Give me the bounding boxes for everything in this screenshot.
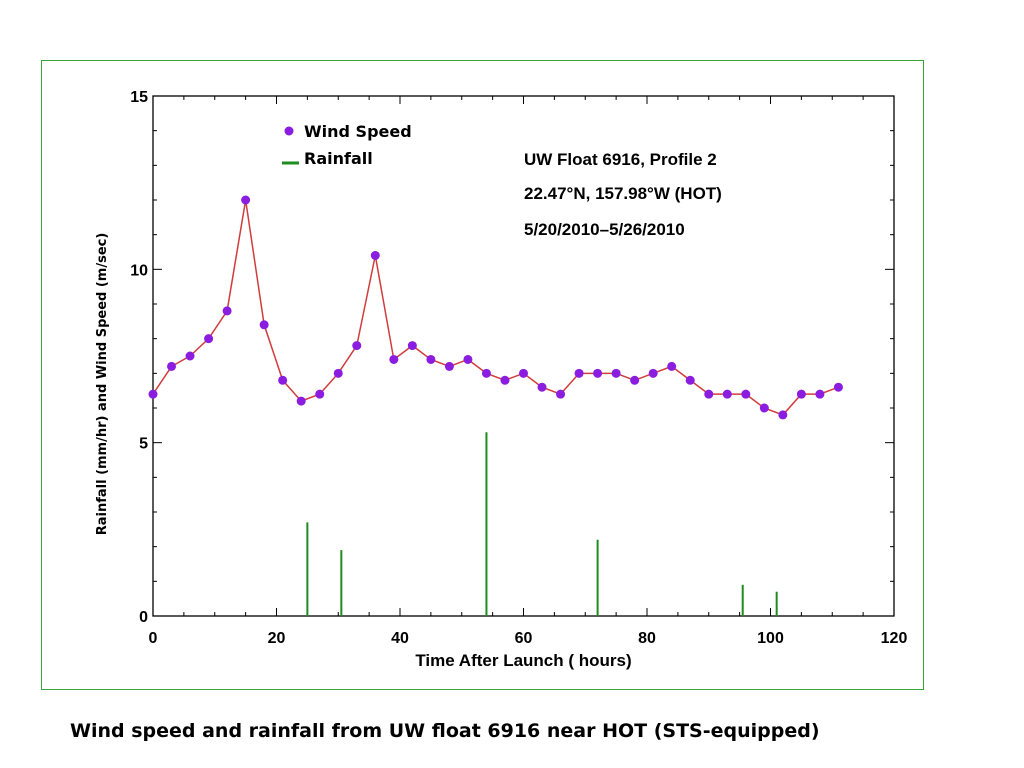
wind-speed-point bbox=[315, 389, 325, 399]
wind-speed-point bbox=[630, 375, 640, 385]
y-tick-label: 15 bbox=[130, 89, 148, 106]
wind-speed-point bbox=[167, 361, 177, 371]
wind-speed-point bbox=[222, 306, 232, 316]
legend-wind-label: Wind Speed bbox=[304, 122, 412, 141]
wind-speed-point bbox=[704, 389, 714, 399]
wind-speed-point bbox=[648, 368, 658, 378]
x-tick-label: 100 bbox=[757, 630, 784, 647]
figure-frame: 0 20 40 60 80 100 120 0 5 10 15 Time After Launch (… bbox=[41, 60, 924, 690]
wind-speed-point bbox=[426, 354, 436, 364]
wind-speed-point bbox=[611, 368, 621, 378]
wind-speed-point bbox=[778, 410, 788, 420]
x-tick-label: 40 bbox=[391, 630, 409, 647]
y-tick-label: 0 bbox=[139, 609, 148, 626]
x-tick-label: 60 bbox=[515, 630, 533, 647]
wind-speed-point bbox=[481, 368, 491, 378]
wind-speed-point bbox=[815, 389, 825, 399]
annotation-line: 5/20/2010–5/26/2010 bbox=[524, 220, 685, 239]
wind-speed-point bbox=[463, 354, 473, 364]
x-tick-label: 20 bbox=[268, 630, 286, 647]
wind-speed-point bbox=[759, 403, 769, 413]
wind-speed-point bbox=[296, 396, 306, 406]
wind-speed-point bbox=[593, 368, 603, 378]
annotation-line: UW Float 6916, Profile 2 bbox=[524, 150, 717, 169]
wind-speed-line bbox=[152, 199, 839, 416]
wind-speed-point bbox=[352, 341, 362, 351]
wind-speed-point bbox=[519, 368, 528, 378]
wind-speed-point bbox=[685, 375, 695, 385]
annotation-line: 22.47°N, 157.98°W (HOT) bbox=[524, 184, 722, 203]
wind-speed-point bbox=[370, 250, 380, 260]
x-tick-label: 80 bbox=[638, 630, 656, 647]
legend-rain-label: Rainfall bbox=[304, 149, 373, 168]
wind-speed-point bbox=[241, 195, 251, 205]
wind-speed-point bbox=[667, 361, 677, 371]
wind-speed-point bbox=[537, 382, 547, 392]
wind-speed-point bbox=[796, 389, 806, 399]
wind-speed-point bbox=[444, 361, 454, 371]
wind-speed-point bbox=[741, 389, 751, 399]
wind-speed-point bbox=[259, 320, 269, 330]
wind-speed-point bbox=[278, 375, 288, 385]
wind-speed-point bbox=[500, 375, 510, 385]
wind-speed-point bbox=[185, 351, 195, 361]
chart: 0 20 40 60 80 100 120 0 5 10 15 Time After Launch (… bbox=[95, 89, 907, 670]
wind-speed-point bbox=[556, 389, 566, 399]
wind-speed-point bbox=[389, 354, 399, 364]
annotation-block: UW Float 6916, Profile 2 22.47°N, 157.98°… bbox=[524, 150, 722, 239]
plot-axes: 0 20 40 60 80 100 120 0 5 10 15 Time After Launch (… bbox=[95, 89, 907, 670]
wind-speed-series bbox=[148, 195, 843, 420]
wind-speed-point bbox=[204, 334, 214, 344]
wind-speed-point bbox=[574, 368, 584, 378]
y-axis-title: Rainfall (mm/hr) and Wind Speed (m/sec) bbox=[95, 233, 110, 536]
y-tick-label: 5 bbox=[139, 436, 148, 453]
wind-speed-point bbox=[148, 389, 158, 399]
y-tick-label: 10 bbox=[130, 262, 148, 279]
x-axis-title: Time After Launch ( hours) bbox=[415, 651, 631, 670]
legend-wind-marker bbox=[284, 126, 294, 136]
wind-speed-point bbox=[833, 382, 843, 392]
x-tick-label: 0 bbox=[149, 630, 158, 647]
x-tick-label: 120 bbox=[881, 630, 908, 647]
wind-speed-point bbox=[407, 341, 417, 351]
plot-border bbox=[152, 95, 895, 617]
legend: Wind Speed Rainfall bbox=[282, 122, 412, 168]
wind-speed-point bbox=[722, 389, 732, 399]
wind-speed-point bbox=[333, 368, 343, 378]
figure-caption: Wind speed and rainfall from UW float 69… bbox=[70, 720, 820, 742]
rainfall-series bbox=[306, 432, 778, 616]
